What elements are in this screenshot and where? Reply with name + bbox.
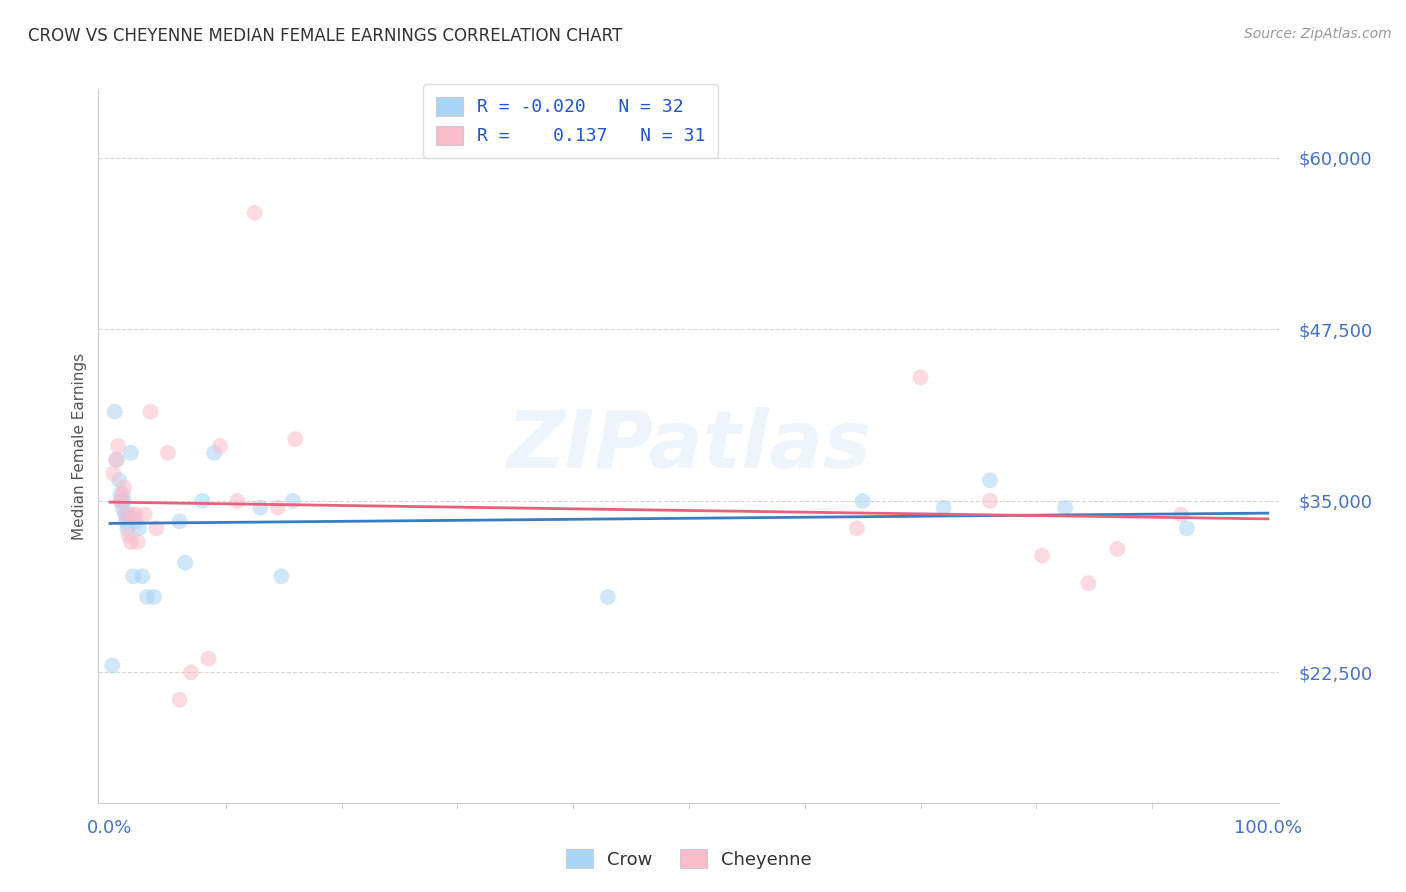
Text: ZIPatlas: ZIPatlas <box>506 407 872 485</box>
Point <box>112 480 135 494</box>
Point <box>104 405 127 419</box>
Point <box>117 528 139 542</box>
Point <box>134 508 156 522</box>
Point <box>120 446 142 460</box>
Point <box>1031 549 1053 563</box>
Point <box>120 535 142 549</box>
Point <box>117 508 139 522</box>
Point <box>174 556 197 570</box>
Point <box>124 515 146 529</box>
Point <box>111 500 134 515</box>
Point <box>107 439 129 453</box>
Point <box>110 494 132 508</box>
Point <box>180 665 202 680</box>
Point <box>979 494 1001 508</box>
Point <box>143 590 166 604</box>
Point <box>131 569 153 583</box>
Point <box>1054 500 1077 515</box>
Point <box>169 693 191 707</box>
Text: Source: ZipAtlas.com: Source: ZipAtlas.com <box>1244 27 1392 41</box>
Point <box>111 487 134 501</box>
Point <box>1175 521 1198 535</box>
Point <box>101 658 124 673</box>
Point <box>139 405 162 419</box>
Point <box>852 494 875 508</box>
Point <box>115 515 138 529</box>
Point <box>979 473 1001 487</box>
Point <box>1107 541 1129 556</box>
Point <box>1077 576 1099 591</box>
Point <box>270 569 292 583</box>
Point <box>103 467 125 481</box>
Point <box>136 590 159 604</box>
Point <box>122 569 145 583</box>
Legend: Crow, Cheyenne: Crow, Cheyenne <box>558 841 820 876</box>
Point <box>114 508 136 522</box>
Point <box>267 500 290 515</box>
Y-axis label: Median Female Earnings: Median Female Earnings <box>72 352 87 540</box>
Point <box>127 535 149 549</box>
Point <box>117 521 139 535</box>
Point <box>191 494 214 508</box>
Point <box>243 205 266 219</box>
Point <box>249 500 271 515</box>
Point <box>910 370 932 384</box>
Point <box>110 487 132 501</box>
Point <box>845 521 868 535</box>
Point <box>105 452 128 467</box>
Point <box>115 508 138 522</box>
Point <box>202 446 225 460</box>
Point <box>596 590 619 604</box>
Point <box>104 452 127 467</box>
Text: CROW VS CHEYENNE MEDIAN FEMALE EARNINGS CORRELATION CHART: CROW VS CHEYENNE MEDIAN FEMALE EARNINGS … <box>28 27 623 45</box>
Point <box>284 432 307 446</box>
Point <box>122 508 145 522</box>
Point <box>156 446 179 460</box>
Point <box>169 515 191 529</box>
Point <box>932 500 955 515</box>
Point <box>208 439 231 453</box>
Point <box>108 473 131 487</box>
Point <box>197 651 219 665</box>
Point <box>112 494 135 508</box>
Point <box>226 494 249 508</box>
Point <box>110 494 132 508</box>
Point <box>145 521 167 535</box>
Point <box>281 494 304 508</box>
Point <box>128 521 150 535</box>
Point <box>1170 508 1192 522</box>
Point <box>124 508 146 522</box>
